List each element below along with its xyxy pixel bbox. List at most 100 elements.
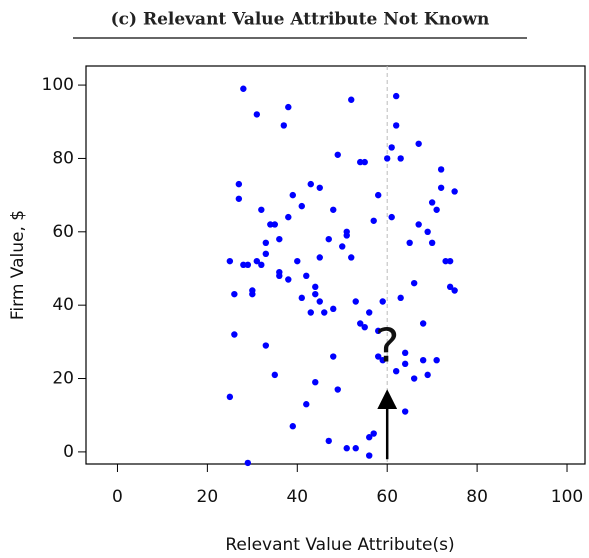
point [433, 356, 440, 364]
point [451, 188, 458, 195]
point [415, 221, 422, 228]
point [339, 243, 346, 250]
point [348, 96, 355, 103]
point [235, 180, 243, 188]
point [366, 452, 373, 459]
point [244, 459, 252, 467]
point [249, 290, 256, 298]
point [235, 195, 243, 202]
point [370, 217, 377, 224]
point [253, 111, 261, 118]
point [226, 393, 234, 401]
point [253, 257, 261, 265]
point [352, 445, 359, 452]
point [397, 155, 404, 162]
point [366, 309, 373, 316]
y-tick-label: 20 [52, 369, 74, 389]
point [419, 320, 427, 327]
point [316, 298, 323, 305]
point [267, 221, 274, 228]
point [285, 103, 292, 111]
point [271, 221, 279, 228]
annotation: ? [375, 319, 399, 373]
point [442, 257, 449, 265]
point [262, 239, 270, 247]
point [316, 184, 323, 191]
point [307, 180, 314, 188]
point [375, 191, 382, 199]
point [285, 276, 292, 283]
point [433, 206, 440, 213]
point [370, 430, 377, 437]
point [330, 353, 337, 360]
y-tick-label: 0 [63, 442, 74, 462]
point [285, 213, 292, 221]
point [343, 232, 350, 239]
point [289, 423, 296, 430]
point [375, 327, 382, 335]
point [316, 254, 323, 261]
point [276, 272, 283, 280]
point [361, 158, 368, 166]
point [334, 386, 341, 393]
point [280, 122, 288, 129]
point [289, 191, 296, 199]
point [334, 151, 341, 158]
plot-frame [85, 65, 586, 465]
point [397, 294, 404, 302]
point [437, 166, 445, 173]
point [424, 228, 431, 236]
y-axis-label: Firm Value, $ [8, 210, 28, 320]
point [325, 235, 332, 243]
x-tick-label: 0 [112, 487, 123, 507]
point [312, 290, 319, 298]
point [406, 239, 413, 247]
point [226, 257, 234, 265]
point [446, 283, 454, 291]
point [303, 272, 310, 280]
point [361, 323, 368, 331]
point [262, 250, 270, 258]
point [428, 199, 436, 206]
x-axis-label: Relevant Value Attribute(s) [225, 535, 454, 555]
point [415, 140, 422, 147]
point [298, 202, 305, 210]
point [303, 401, 310, 408]
point [401, 360, 409, 368]
x-tick-label: 20 [197, 487, 219, 507]
point [451, 287, 458, 294]
point [276, 235, 283, 243]
point [392, 122, 400, 129]
x-tick-label: 60 [376, 487, 398, 507]
point [410, 279, 418, 287]
point [321, 309, 328, 316]
y-tick-label: 60 [52, 222, 74, 242]
point [357, 158, 364, 166]
point [307, 309, 314, 316]
x-tick-label: 100 [551, 487, 583, 507]
point [437, 184, 445, 191]
point [419, 356, 427, 364]
point [392, 367, 400, 375]
point [348, 254, 355, 261]
point [375, 353, 382, 360]
point [410, 375, 418, 382]
y-tick-label: 100 [42, 75, 74, 95]
point [388, 213, 395, 221]
point [424, 371, 431, 379]
point [428, 239, 436, 247]
point [392, 92, 400, 100]
point [231, 331, 238, 338]
x-tick-label: 40 [286, 487, 308, 507]
point [330, 305, 337, 313]
chart-title: (c) Relevant Value Attribute Not Known [111, 10, 490, 30]
point [258, 206, 265, 213]
point [294, 257, 301, 265]
point [379, 356, 386, 364]
y-tick-label: 40 [52, 295, 74, 315]
point [271, 371, 279, 379]
point [401, 349, 409, 357]
point [379, 298, 386, 305]
point [330, 206, 337, 213]
